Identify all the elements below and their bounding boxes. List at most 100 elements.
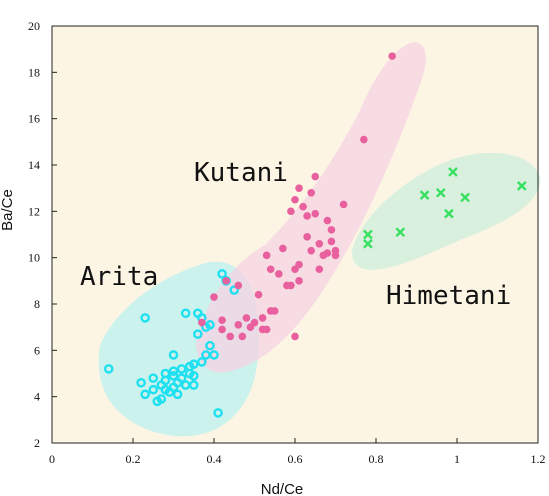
x-tick-label: 0.2 [126, 452, 141, 466]
point-arita [197, 357, 207, 367]
x-tick-label: 0.4 [207, 452, 222, 466]
y-axis-ticks: 2 4 6 8 10 12 14 16 18 20 [28, 19, 57, 450]
point-kutani [360, 135, 368, 144]
group-regions [98, 42, 541, 437]
y-tick-label: 2 [34, 436, 40, 450]
group-labels: Arita Kutani Himetani [80, 158, 511, 311]
point-kutani [198, 318, 206, 327]
point-kutani [250, 318, 259, 327]
point-arita [168, 366, 179, 376]
point-kutani [258, 314, 267, 322]
point-kutani [238, 332, 247, 341]
region-kutani [196, 42, 426, 373]
y-axis-label: Ba/Ce [0, 189, 16, 231]
y-tick-label: 10 [28, 251, 40, 265]
point-arita [192, 329, 203, 339]
point-kutani [299, 202, 307, 211]
point-kutani [295, 184, 303, 192]
point-kutani [311, 172, 320, 181]
point-arita [156, 394, 167, 404]
point-arita [168, 350, 179, 360]
point-kutani [323, 249, 332, 257]
point-kutani [291, 332, 299, 341]
point-kutani [279, 244, 287, 253]
point-kutani [331, 251, 340, 260]
x-axis-ticks: 0 0.2 0.4 0.6 0.8 1 1.2 [49, 438, 546, 466]
y-tick-label: 18 [28, 65, 40, 79]
point-arita [140, 313, 150, 323]
point-kutani [254, 290, 263, 299]
point-arita [160, 368, 171, 379]
x-tick-label: 1 [454, 452, 460, 466]
point-kutani [262, 251, 271, 260]
point-kutani [307, 246, 316, 255]
point-himetani [448, 167, 458, 177]
point-arita [188, 371, 199, 381]
group-label-himetani: Himetani [386, 281, 511, 311]
point-kutani [287, 281, 295, 290]
group-label-arita: Arita [80, 262, 158, 292]
point-kutani [218, 316, 226, 325]
point-kutani [388, 52, 397, 60]
point-kutani [303, 212, 311, 220]
x-tick-label: 0 [49, 452, 55, 466]
point-kutani [295, 260, 303, 269]
point-kutani [327, 237, 336, 246]
point-kutani [295, 277, 303, 285]
point-himetani [395, 227, 406, 238]
y-tick-label: 8 [34, 297, 40, 311]
point-kutani [275, 270, 283, 278]
point-arita [103, 364, 114, 374]
point-arita [176, 373, 187, 383]
y-tick-label: 6 [34, 343, 40, 357]
point-himetani [516, 181, 527, 191]
group-label-kutani: Kutani [194, 158, 288, 188]
point-kutani [226, 332, 234, 341]
point-kutani [262, 325, 271, 334]
point-arita [229, 285, 240, 295]
point-arita [188, 380, 199, 390]
point-kutani [327, 226, 336, 234]
point-kutani [303, 233, 311, 241]
y-tick-label: 16 [28, 112, 40, 126]
y-tick-label: 4 [34, 390, 40, 404]
point-kutani [315, 265, 324, 274]
point-arita [209, 350, 219, 360]
point-himetani [460, 192, 470, 203]
point-arita [205, 340, 215, 351]
y-tick-label: 12 [28, 204, 40, 218]
point-kutani [234, 321, 243, 329]
point-kutani [311, 209, 320, 218]
point-arita [213, 408, 223, 418]
point-kutani [307, 189, 316, 197]
point-arita [217, 269, 227, 279]
point-kutani [270, 307, 279, 315]
point-kutani [315, 239, 324, 248]
point-arita [172, 389, 183, 400]
point-himetani [363, 229, 373, 240]
point-arita [140, 389, 150, 400]
x-tick-label: 0.8 [369, 452, 384, 466]
point-himetani [419, 190, 430, 200]
point-himetani [444, 208, 454, 219]
point-kutani [323, 216, 332, 225]
point-kutani [234, 281, 243, 290]
x-tick-label: 0.6 [288, 452, 303, 466]
point-arita [176, 364, 187, 374]
point-arita [188, 359, 199, 370]
point-kutani [210, 293, 218, 301]
y-tick-label: 20 [28, 19, 40, 33]
point-kutani [266, 265, 275, 274]
x-tick-label: 1.2 [531, 452, 546, 466]
point-himetani [363, 238, 373, 249]
point-kutani [218, 325, 226, 334]
point-arita [180, 308, 191, 319]
point-kutani [222, 277, 230, 285]
point-arita [205, 320, 215, 330]
point-kutani [287, 207, 295, 216]
point-kutani [291, 195, 299, 204]
point-arita [136, 377, 146, 388]
point-arita [148, 373, 159, 383]
point-kutani [242, 314, 251, 322]
